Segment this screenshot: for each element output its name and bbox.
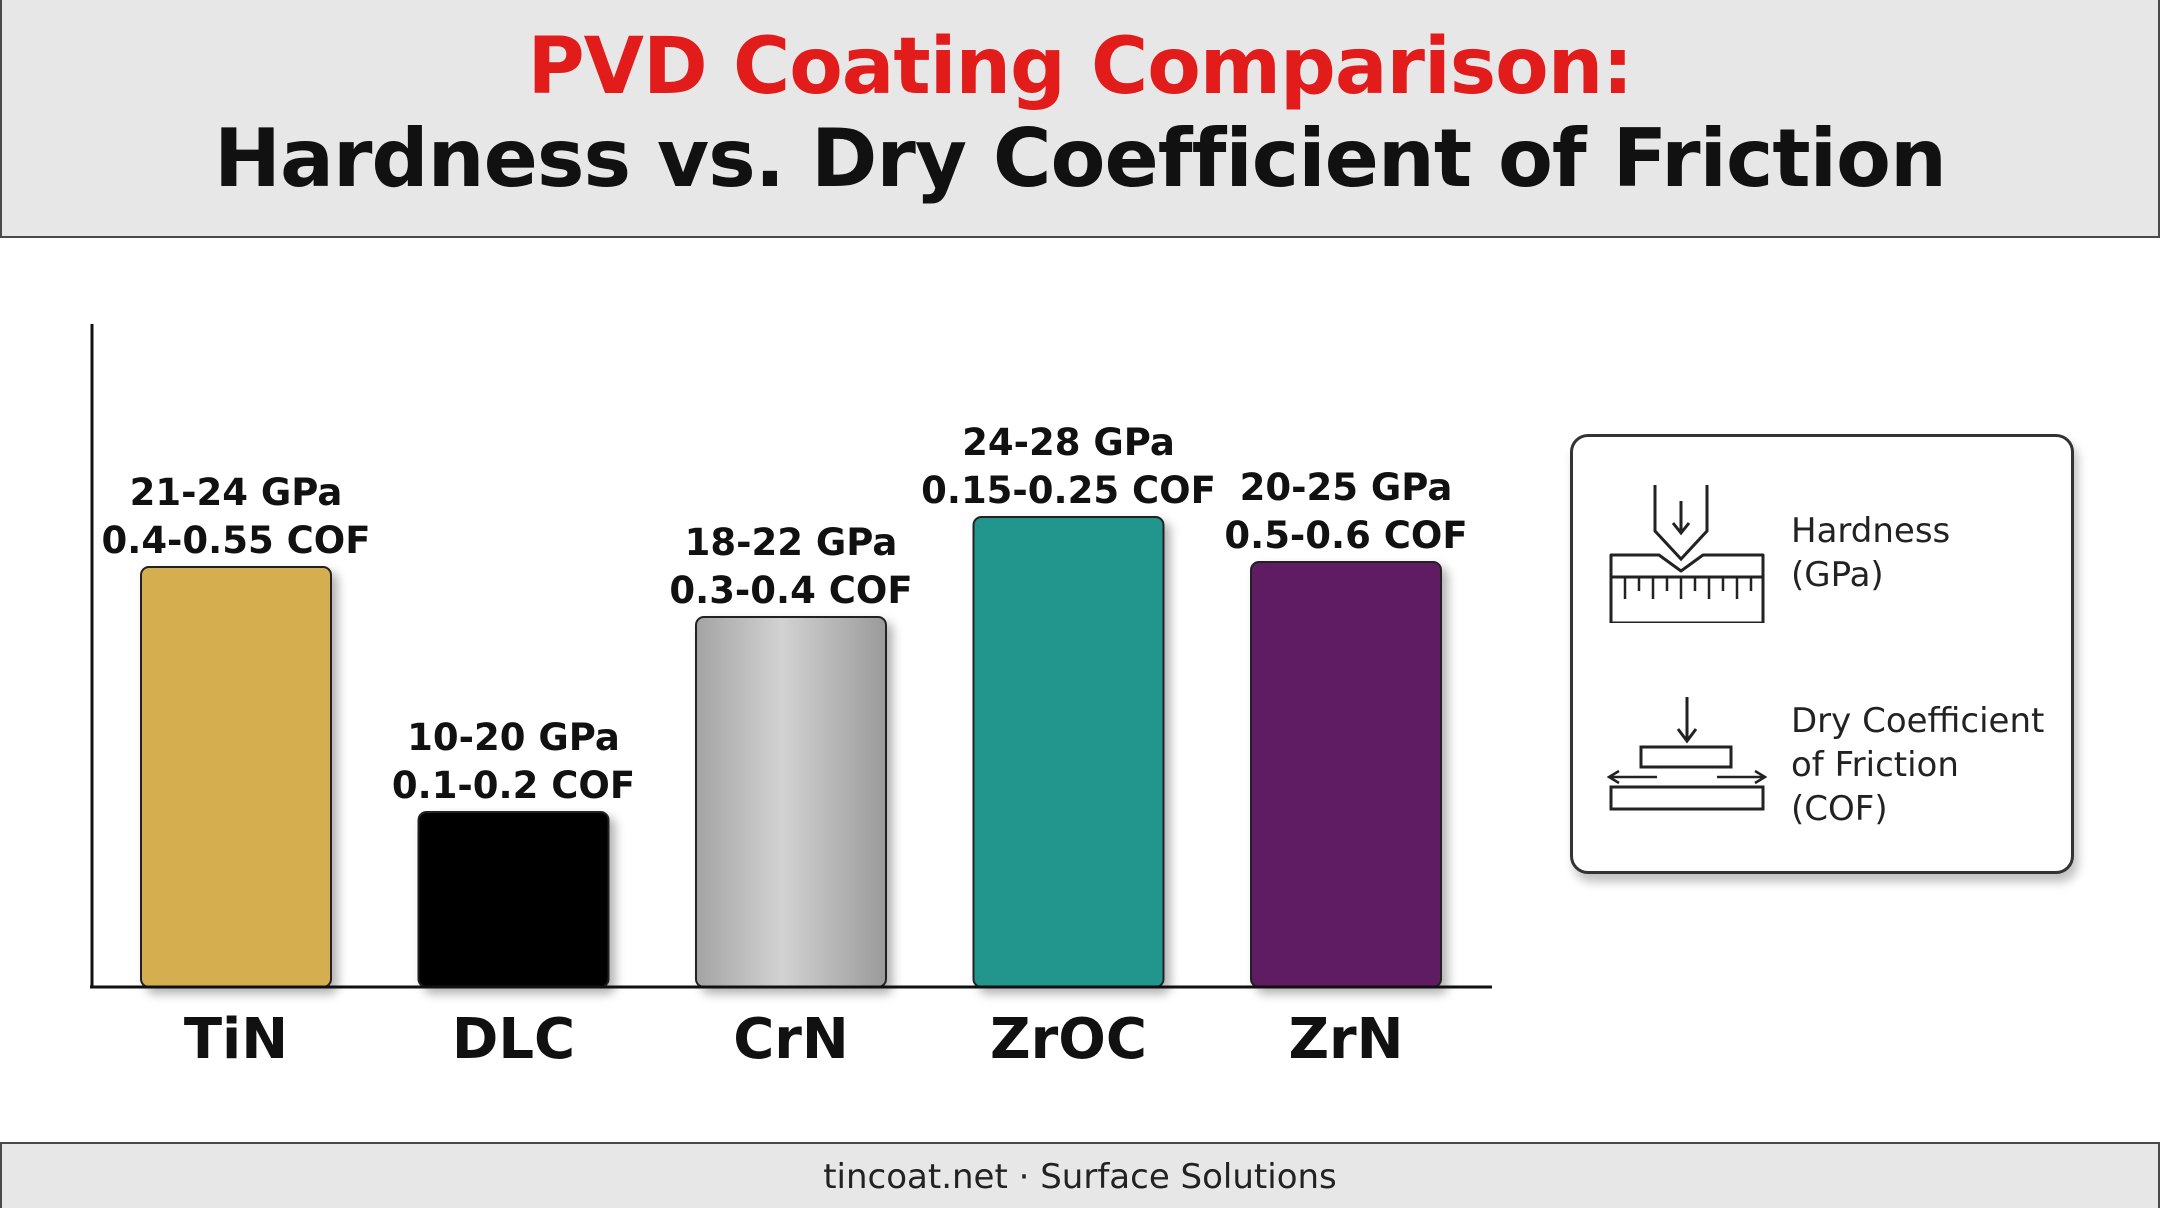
category-label-zroc: ZrOC [990, 1007, 1147, 1072]
indenter-icon [1609, 485, 1765, 623]
cof-label-zrn: 0.5-0.6 COF [1224, 514, 1467, 557]
footer-bar: tincoat.net · Surface Solutions [0, 1142, 2160, 1208]
bar-zrn [1250, 561, 1442, 988]
category-label-zrn: ZrN [1288, 1007, 1403, 1072]
bar-tin [140, 566, 332, 988]
hardness-label-zroc: 24-28 GPa [962, 421, 1175, 464]
bar-chart: 21-24 GPa 0.4-0.55 COF TiN 10-20 GPa 0.1-0.2… [90, 324, 1492, 1072]
legend-box: Hardness (GPa) Dry Coefficient of Fricti… [1570, 434, 2074, 874]
cof-label-crn: 0.3-0.4 COF [669, 569, 912, 612]
friction-block-icon [1607, 697, 1767, 811]
title-line-2: Hardness vs. Dry Coefficient of Friction [214, 112, 1947, 205]
legend-cof-label: Dry Coefficient of Friction (COF) [1791, 701, 2045, 829]
footer-text: tincoat.net · Surface Solutions [823, 1157, 1337, 1197]
category-label-dlc: DLC [452, 1007, 575, 1072]
legend-hardness-label: Hardness (GPa) [1791, 511, 1951, 595]
hardness-label-tin: 21-24 GPa [130, 471, 343, 514]
header-banner: PVD Coating Comparison: Hardness vs. Dry… [0, 0, 2160, 238]
bar-dlc [417, 811, 610, 988]
cof-label-dlc: 0.1-0.2 COF [392, 764, 635, 807]
hardness-label-crn: 18-22 GPa [685, 521, 898, 564]
hardness-label-zrn: 20-25 GPa [1240, 466, 1453, 509]
category-label-crn: CrN [733, 1007, 849, 1072]
category-label-tin: TiN [184, 1007, 288, 1072]
cof-label-zroc: 0.15-0.25 COF [921, 469, 1216, 512]
bar-zroc [972, 516, 1165, 988]
cof-label-tin: 0.4-0.55 COF [102, 519, 371, 562]
hardness-label-dlc: 10-20 GPa [407, 716, 620, 759]
bar-crn [695, 616, 887, 988]
title-line-1: PVD Coating Comparison: [527, 22, 1634, 112]
